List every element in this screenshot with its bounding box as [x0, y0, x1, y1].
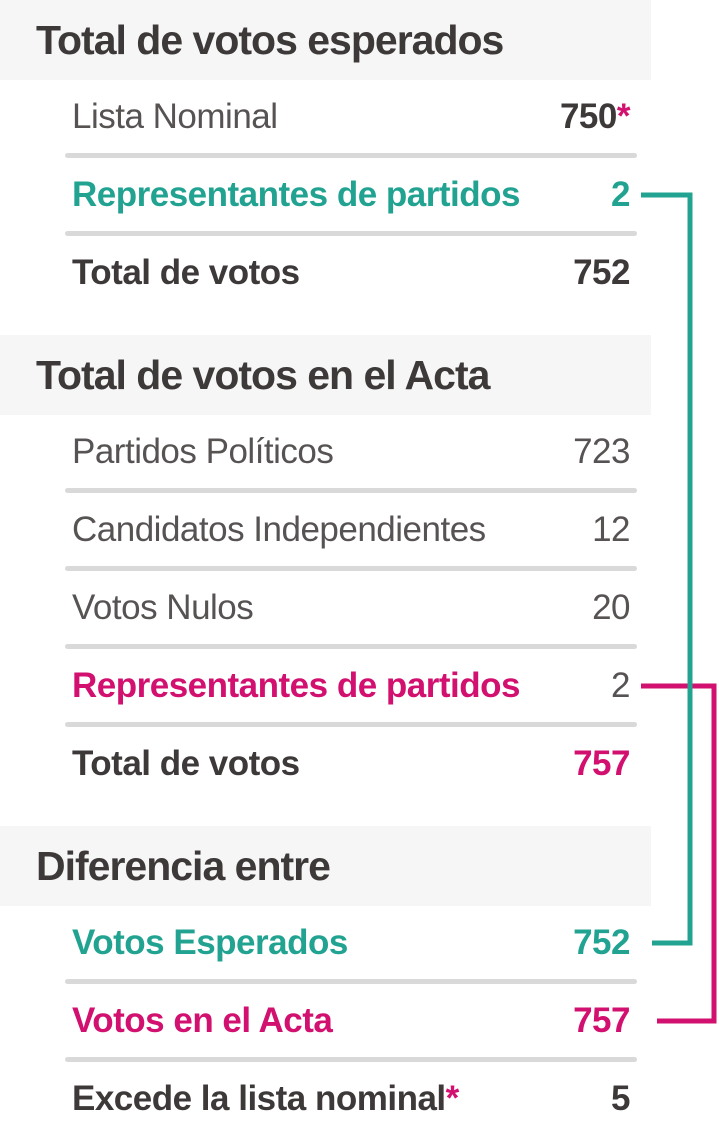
row-label: Representantes de partidos — [72, 666, 520, 706]
row-value: 723 — [573, 432, 630, 472]
row-acta-2: Votos Nulos 20 — [72, 571, 630, 644]
row-label-text: Lista Nominal — [72, 96, 278, 136]
row-esperados-1: Representantes de partidos 2 — [72, 158, 630, 231]
row-value: 752 — [573, 923, 630, 963]
row-diferencia-2: Excede la lista nominal* 5 — [72, 1062, 630, 1135]
row-value: 752 — [573, 253, 630, 293]
row-value-text: 757 — [573, 1000, 630, 1040]
row-value-text: 750 — [559, 96, 617, 136]
footnote-asterisk: * — [445, 1078, 460, 1118]
row-divider — [65, 566, 637, 571]
row-label: Partidos Políticos — [72, 431, 334, 472]
row-acta-1: Candidatos Independientes 12 — [72, 493, 630, 566]
row-value-text: 723 — [573, 431, 630, 471]
row-value: 757 — [573, 744, 630, 784]
row-esperados-0: Lista Nominal 750* — [72, 80, 631, 153]
row-label-text: Votos Esperados — [72, 922, 348, 962]
row-label: Votos Esperados — [72, 923, 348, 963]
row-label: Votos Nulos — [72, 587, 254, 628]
row-label: Total de votos — [72, 744, 300, 784]
row-label-text: Total de votos — [72, 252, 300, 292]
row-value-text: 20 — [592, 587, 630, 627]
row-divider — [65, 1057, 637, 1062]
row-label: Candidatos Independientes — [72, 510, 486, 550]
row-value-text: 752 — [573, 922, 630, 962]
row-value: 2 — [611, 666, 630, 706]
row-value: 20 — [592, 588, 630, 628]
row-label: Excede la lista nominal* — [72, 1079, 459, 1119]
row-divider — [65, 644, 637, 649]
row-acta-0: Partidos Políticos 723 — [72, 415, 630, 488]
row-label-text: Representantes de partidos — [72, 174, 520, 214]
row-acta-4: Total de votos 757 — [72, 727, 630, 800]
row-divider — [65, 488, 637, 493]
row-esperados-2: Total de votos 752 — [72, 236, 630, 309]
row-value: 12 — [592, 510, 630, 550]
section-title-esperados: Total de votos esperados — [0, 0, 651, 80]
row-divider — [65, 231, 637, 236]
row-value-text: 12 — [592, 509, 630, 549]
row-divider — [65, 153, 637, 158]
row-label-text: Votos Nulos — [72, 587, 254, 627]
row-acta-3: Representantes de partidos 2 — [72, 649, 630, 722]
section-title-diferencia: Diferencia entre — [0, 826, 651, 906]
row-value-text: 2 — [611, 665, 630, 705]
row-diferencia-0: Votos Esperados 752 — [72, 906, 630, 979]
row-divider — [65, 722, 637, 727]
row-label-text: Candidatos Independientes — [72, 509, 486, 549]
row-value-text: 752 — [573, 252, 630, 292]
row-divider — [65, 979, 637, 984]
row-value: 2 — [611, 175, 630, 215]
section-title-acta: Total de votos en el Acta — [0, 335, 651, 415]
footnote-asterisk: * — [616, 96, 631, 136]
row-label-text: Total de votos — [72, 743, 300, 783]
row-label: Representantes de partidos — [72, 175, 520, 215]
row-value: 5 — [611, 1079, 630, 1119]
row-label: Lista Nominal — [72, 97, 278, 137]
row-label-text: Votos en el Acta — [72, 1000, 333, 1040]
row-label-text: Partidos Políticos — [72, 431, 334, 471]
row-value: 750* — [559, 96, 631, 137]
row-value: 757 — [573, 1001, 630, 1041]
row-label: Total de votos — [72, 253, 300, 293]
row-label-text: Excede la lista nominal — [72, 1078, 446, 1118]
row-diferencia-1: Votos en el Acta 757 — [72, 984, 630, 1057]
row-value-text: 2 — [611, 174, 630, 214]
row-label-text: Representantes de partidos — [72, 665, 520, 705]
row-value-text: 5 — [611, 1078, 630, 1118]
row-value-text: 757 — [573, 743, 630, 783]
row-label: Votos en el Acta — [72, 1000, 333, 1041]
